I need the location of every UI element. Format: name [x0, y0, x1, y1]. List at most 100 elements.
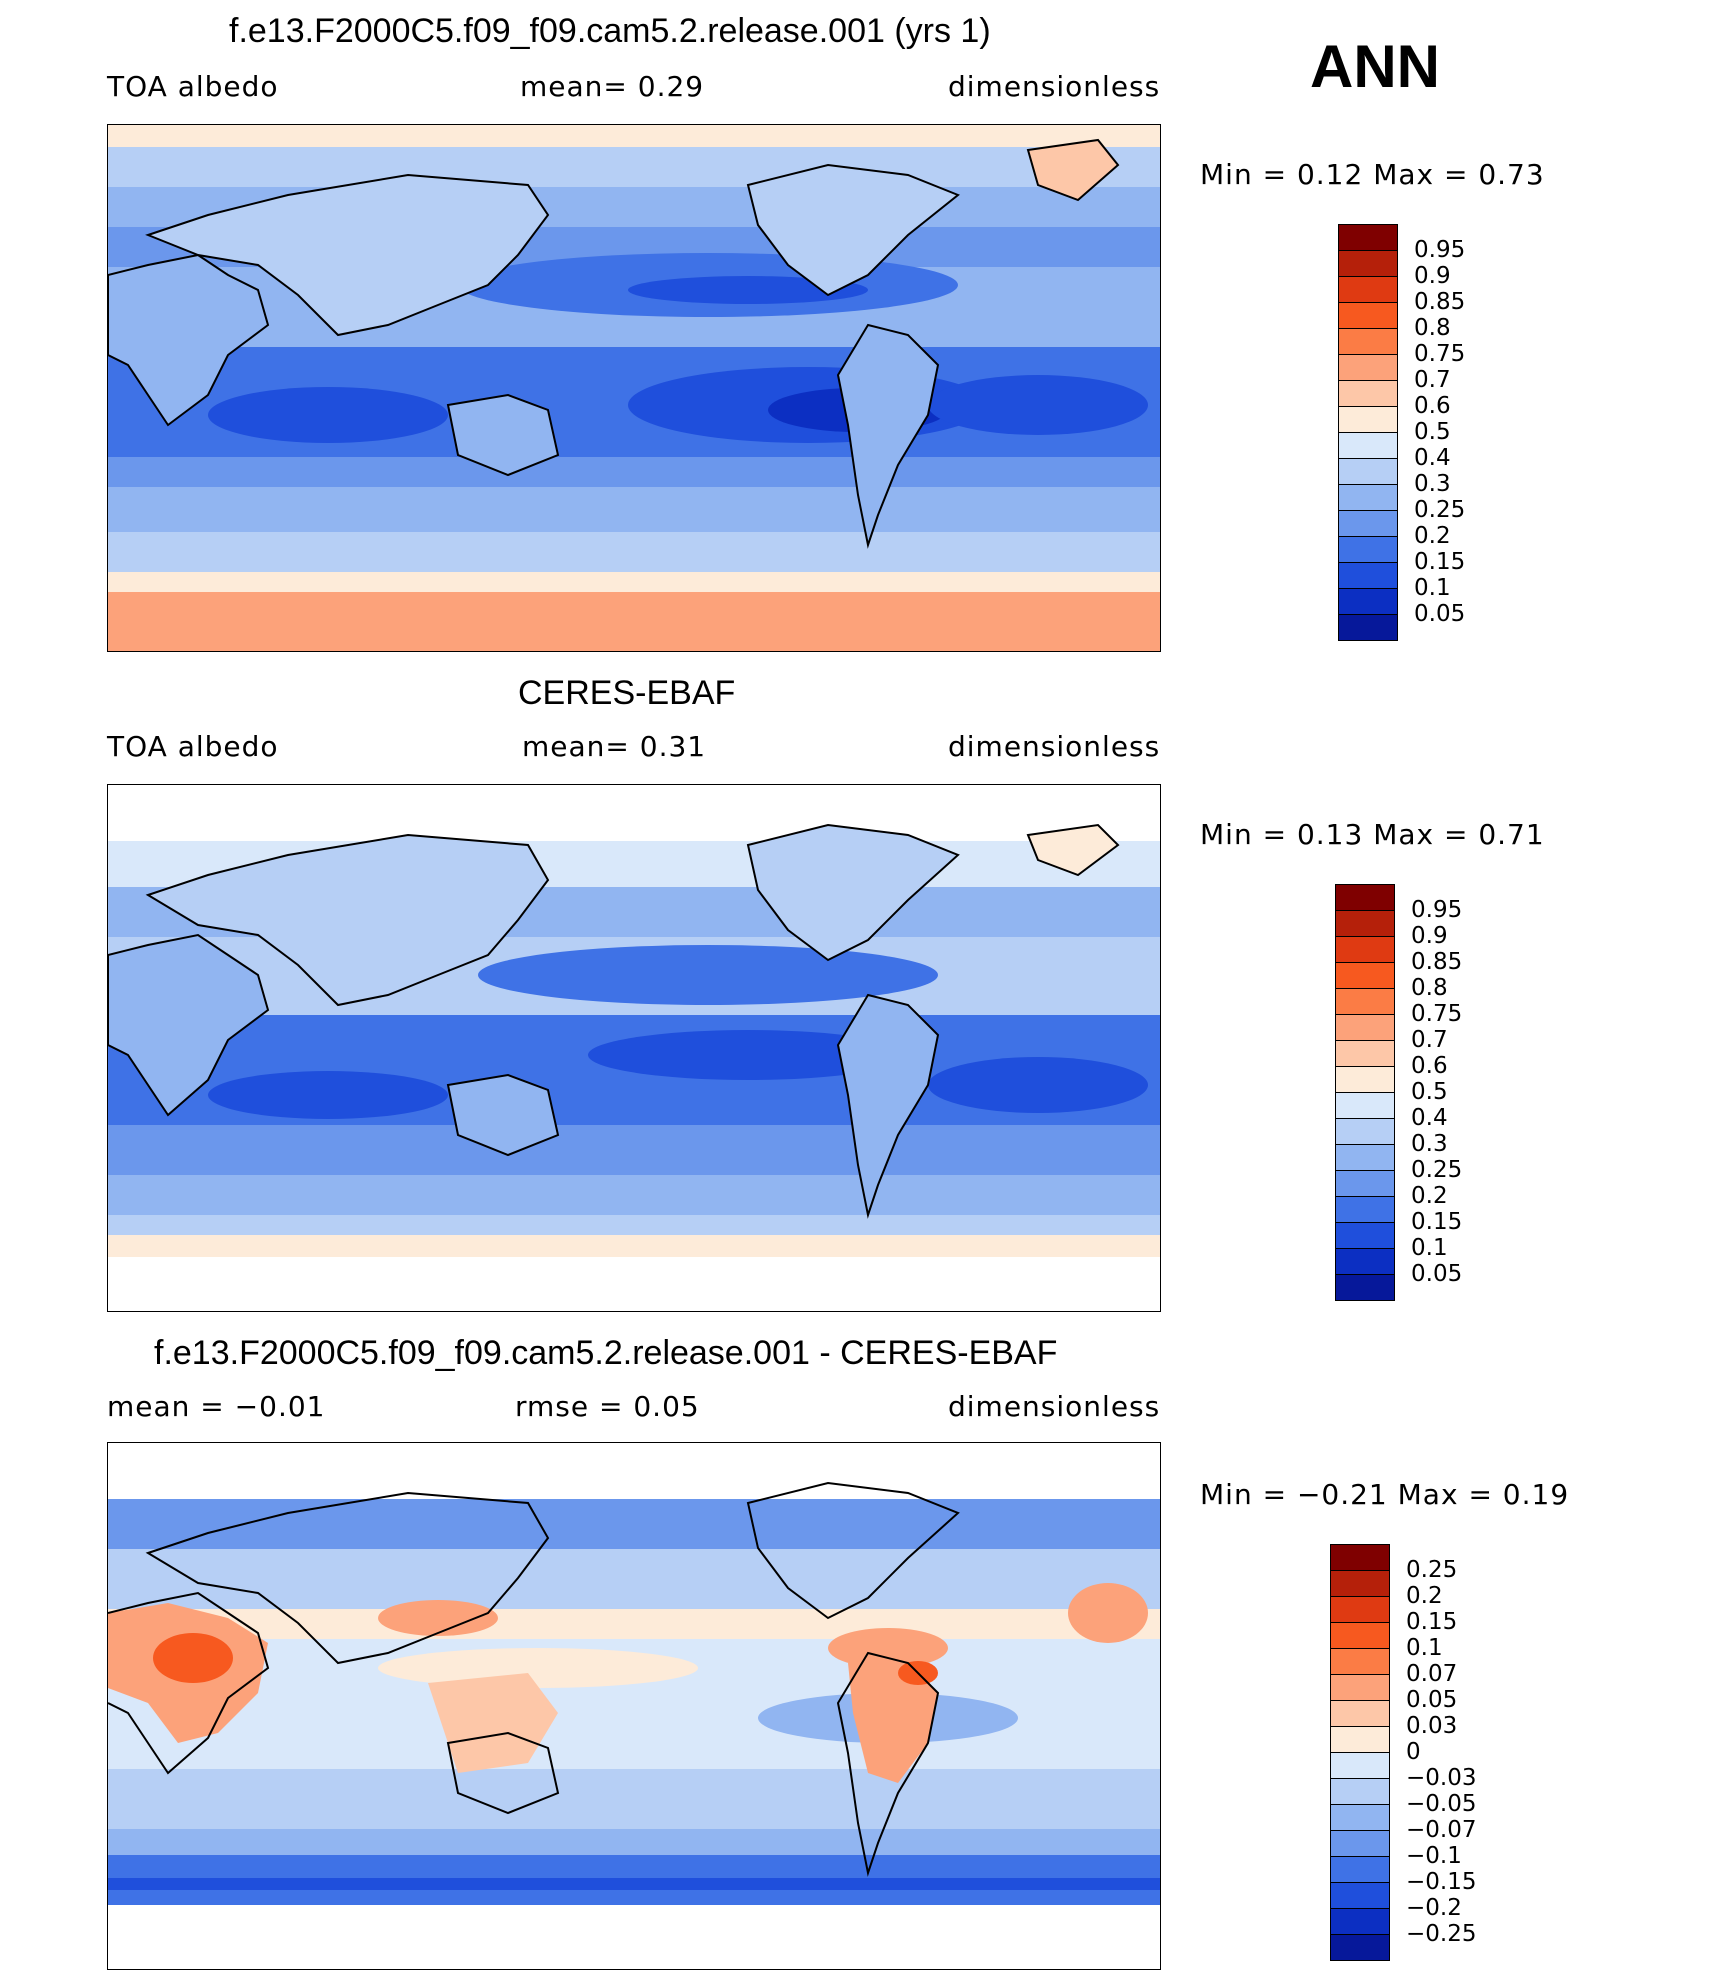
colorbar-level-label: 0.6 [1414, 393, 1451, 419]
colorbar-swatch [1335, 1144, 1395, 1171]
colorbar-level-label: 0.4 [1411, 1105, 1448, 1131]
colorbar-level-label: −0.05 [1406, 1791, 1477, 1817]
colorbar-level-label: 0.25 [1414, 497, 1466, 523]
colorbar-level-label: 0.85 [1411, 949, 1463, 975]
panel2-mean-label: mean= 0.31 [522, 730, 707, 763]
colorbar-swatch [1335, 1248, 1395, 1275]
colorbar-level-label: 0.3 [1411, 1131, 1448, 1157]
panel2-units-label: dimensionless [948, 730, 1161, 763]
colorbar-level-label: 0.07 [1406, 1661, 1458, 1687]
panel1-title: f.e13.F2000C5.f09_f09.cam5.2.release.001… [229, 12, 991, 50]
colorbar-level-label: 0.25 [1411, 1157, 1463, 1183]
colorbar-level-label: −0.15 [1406, 1869, 1477, 1895]
colorbar-level-label: 0.05 [1411, 1261, 1463, 1287]
colorbar-level-label: 0.15 [1414, 549, 1466, 575]
colorbar-swatch [1335, 1196, 1395, 1223]
colorbar-swatch [1338, 510, 1398, 537]
colorbar-swatch [1330, 1648, 1390, 1675]
colorbar-swatch [1330, 1856, 1390, 1883]
colorbar-level-label: 0.05 [1414, 601, 1466, 627]
colorbar-swatch [1335, 884, 1395, 911]
colorbar-swatch [1330, 1934, 1390, 1961]
colorbar-level-label: 0.75 [1414, 341, 1466, 367]
colorbar-level-label: 0.7 [1414, 367, 1451, 393]
colorbar-swatch [1338, 536, 1398, 563]
colorbar-level-label: 0.15 [1411, 1209, 1463, 1235]
colorbar-swatch [1335, 1014, 1395, 1041]
colorbar-swatch [1330, 1752, 1390, 1779]
colorbar-swatch [1338, 354, 1398, 381]
colorbar-swatch [1338, 328, 1398, 355]
colorbar-swatch [1338, 302, 1398, 329]
colorbar-swatch [1335, 988, 1395, 1015]
panel1-mean-label: mean= 0.29 [520, 70, 705, 103]
panel3-rmse-label: rmse = 0.05 [515, 1390, 700, 1423]
colorbar-swatch [1330, 1882, 1390, 1909]
colorbar-swatch [1335, 962, 1395, 989]
colorbar-level-label: 0.15 [1406, 1609, 1458, 1635]
colorbar-level-label: 0.4 [1414, 445, 1451, 471]
colorbar-swatch [1330, 1544, 1390, 1571]
panel2-map [107, 784, 1161, 1312]
panel3-minmax: Min = −0.21 Max = 0.19 [1200, 1478, 1570, 1511]
colorbar-swatch [1338, 250, 1398, 277]
colorbar-swatch [1338, 562, 1398, 589]
colorbar-swatch [1330, 1804, 1390, 1831]
colorbar-swatch [1338, 276, 1398, 303]
colorbar-swatch [1338, 432, 1398, 459]
colorbar-level-label: 0.3 [1414, 471, 1451, 497]
colorbar-level-label: 0.5 [1411, 1079, 1448, 1105]
colorbar-level-label: 0.75 [1411, 1001, 1463, 1027]
colorbar-level-label: 0.9 [1411, 923, 1448, 949]
colorbar-level-label: 0.03 [1406, 1713, 1458, 1739]
colorbar-level-label: −0.25 [1406, 1921, 1477, 1947]
panel1-variable-label: TOA albedo [107, 70, 279, 103]
colorbar-swatch [1330, 1726, 1390, 1753]
colorbar-level-label: 0 [1406, 1739, 1421, 1765]
colorbar-level-label: 0.05 [1406, 1687, 1458, 1713]
colorbar-level-label: 0.9 [1414, 263, 1451, 289]
colorbar-level-label: 0.6 [1411, 1053, 1448, 1079]
colorbar-level-label: 0.7 [1411, 1027, 1448, 1053]
colorbar-swatch [1330, 1622, 1390, 1649]
colorbar-swatch [1335, 1092, 1395, 1119]
panel3-units-label: dimensionless [948, 1390, 1161, 1423]
colorbar-level-label: 0.2 [1406, 1583, 1443, 1609]
colorbar-swatch [1335, 1118, 1395, 1145]
colorbar-swatch [1335, 1274, 1395, 1301]
colorbar-swatch [1338, 588, 1398, 615]
colorbar-swatch [1330, 1830, 1390, 1857]
panel3-mean-label: mean = −0.01 [107, 1390, 326, 1423]
colorbar-swatch [1338, 380, 1398, 407]
colorbar-swatch [1330, 1778, 1390, 1805]
colorbar-swatch [1330, 1700, 1390, 1727]
panel1-map [107, 124, 1161, 652]
colorbar-level-label: 0.2 [1411, 1183, 1448, 1209]
panel2-minmax: Min = 0.13 Max = 0.71 [1200, 818, 1545, 851]
season-label: ANN [1310, 33, 1440, 100]
colorbar-level-label: 0.8 [1414, 315, 1451, 341]
colorbar-level-label: 0.95 [1414, 237, 1466, 263]
colorbar-level-label: 0.1 [1411, 1235, 1448, 1261]
panel2-title: CERES-EBAF [518, 674, 736, 712]
colorbar-swatch [1338, 484, 1398, 511]
colorbar-swatch [1335, 1040, 1395, 1067]
colorbar-level-label: 0.1 [1406, 1635, 1443, 1661]
colorbar-level-label: −0.07 [1406, 1817, 1477, 1843]
colorbar-swatch [1338, 224, 1398, 251]
colorbar-level-label: −0.2 [1406, 1895, 1462, 1921]
colorbar-level-label: −0.1 [1406, 1843, 1462, 1869]
colorbar-swatch [1335, 1170, 1395, 1197]
colorbar-level-label: 0.1 [1414, 575, 1451, 601]
panel2-variable-label: TOA albedo [107, 730, 279, 763]
panel1-minmax: Min = 0.12 Max = 0.73 [1200, 158, 1545, 191]
colorbar-level-label: 0.2 [1414, 523, 1451, 549]
colorbar-swatch [1335, 936, 1395, 963]
colorbar-swatch [1330, 1570, 1390, 1597]
colorbar-level-label: 0.8 [1411, 975, 1448, 1001]
colorbar-level-label: −0.03 [1406, 1765, 1477, 1791]
colorbar-swatch [1330, 1908, 1390, 1935]
panel1-units-label: dimensionless [948, 70, 1161, 103]
colorbar-swatch [1338, 614, 1398, 641]
panel3-title: f.e13.F2000C5.f09_f09.cam5.2.release.001… [154, 1334, 1058, 1372]
